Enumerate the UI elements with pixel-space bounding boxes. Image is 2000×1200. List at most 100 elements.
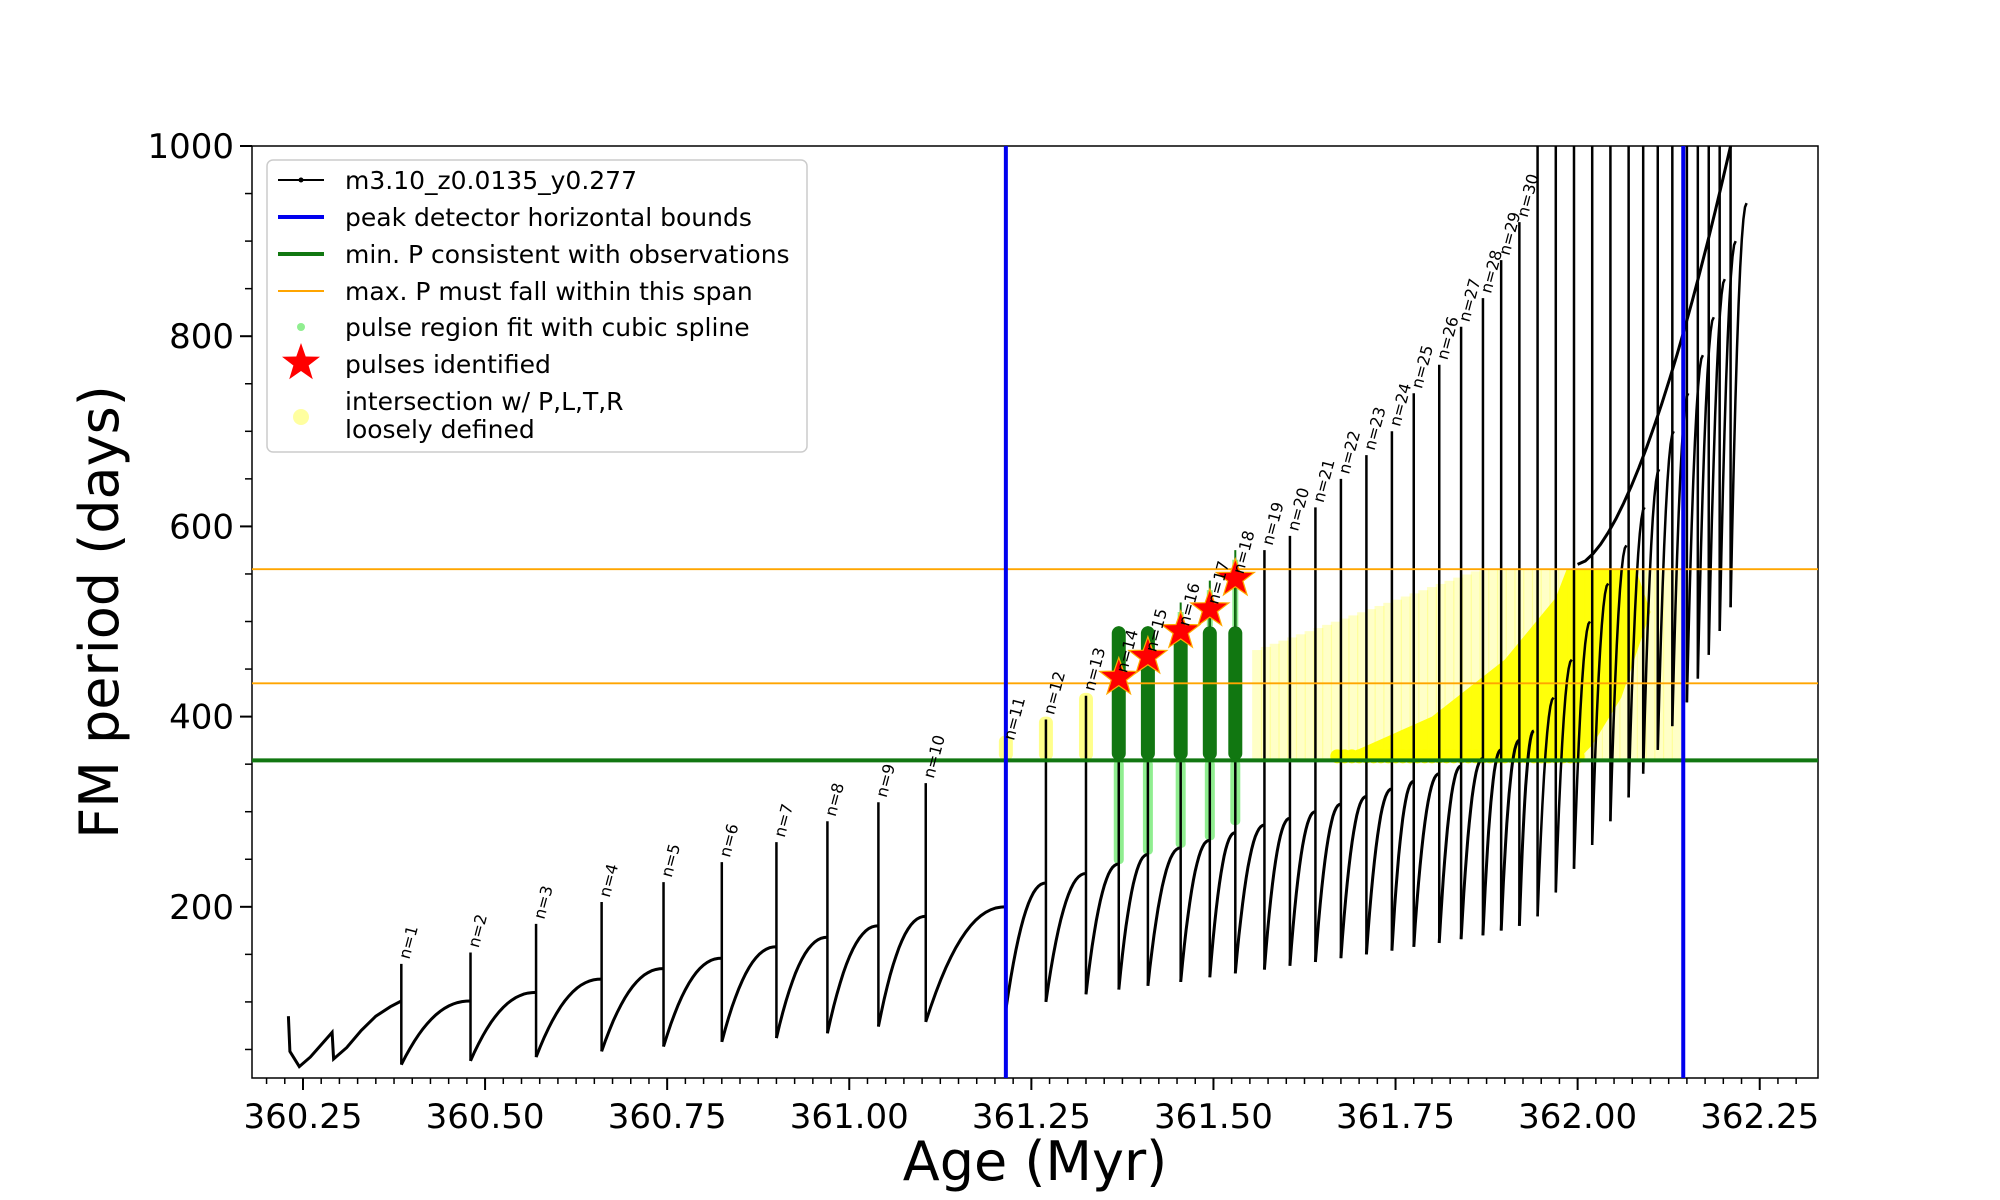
track-initial-curve	[286, 999, 402, 1069]
track-late-curve	[1609, 544, 1628, 822]
legend-track-marker	[298, 177, 304, 183]
track-interpulse-curve	[1412, 772, 1440, 947]
track-interpulse-curve	[1262, 816, 1291, 970]
track-interpulse-curve	[924, 905, 1006, 1023]
track-interpulse-curve	[1517, 729, 1535, 926]
track-interpulse-curve	[1288, 810, 1316, 966]
legend-spline-label: pulse region fit with cubic spline	[345, 313, 750, 342]
x-tick-label: 361.25	[972, 1097, 1091, 1137]
legend-item-stars: pulses identified	[282, 343, 551, 380]
pulse-star	[1189, 587, 1231, 627]
y-tick-label: 200	[169, 888, 234, 928]
intersection-band	[1662, 569, 1673, 761]
legend-item-spline: pulse region fit with cubic spline	[297, 313, 750, 342]
intersection-band	[1645, 569, 1656, 761]
intersection-band	[1453, 577, 1464, 761]
track-interpulse-curve	[720, 945, 777, 1043]
intersection-band	[1330, 621, 1341, 761]
legend-item-min-p: min. P consistent with observations	[278, 240, 790, 269]
intersection-band	[1444, 580, 1455, 761]
intersection-band	[1322, 624, 1333, 761]
intersection-band	[1470, 571, 1481, 761]
track-interpulse-curve	[1437, 764, 1462, 944]
track-interpulse-curve	[399, 999, 471, 1066]
track-interpulse-curve	[876, 914, 926, 1027]
x-tick-label: 360.50	[426, 1097, 545, 1137]
legend-min-p-label: min. P consistent with observations	[345, 240, 790, 269]
intersection-band	[1313, 628, 1324, 761]
track-interpulse-curve	[1084, 862, 1120, 995]
intersection-band	[1269, 643, 1280, 761]
intersection-band	[1479, 569, 1490, 761]
pulse-star	[1127, 634, 1169, 675]
intersection-band	[1636, 569, 1647, 761]
track-final-rise	[1576, 145, 1733, 566]
legend-intersection-label: intersection w/ P,L,T,R	[345, 387, 624, 416]
legend-box	[266, 159, 808, 453]
dark-green-spline-region	[1111, 550, 1243, 761]
pulse-stars	[1097, 556, 1257, 696]
legend-item-max-p-span: max. P must fall within this span	[278, 277, 753, 306]
intersection-band	[1383, 602, 1394, 761]
x-tick-label: 360.25	[244, 1097, 363, 1137]
reference-lines	[252, 146, 1818, 1078]
track-interpulse-curve	[1313, 802, 1342, 963]
legend-item-track: m3.10_z0.0135_y0.277	[278, 166, 637, 195]
track-late-curve	[1590, 582, 1610, 846]
intersection-band	[1435, 583, 1446, 761]
track-interpulse-curve	[1481, 748, 1502, 936]
intersection-band	[1339, 618, 1350, 761]
pulse-star	[1214, 556, 1257, 597]
track-late-curve	[1718, 240, 1737, 632]
intersection-band	[1671, 569, 1682, 761]
track-late-curve	[1554, 658, 1573, 893]
legend-max-p-label: max. P must fall within this span	[345, 277, 753, 306]
track-interpulse-curve	[774, 935, 828, 1039]
x-axis-ticks: 360.25 360.50 360.75 361.00 361.25 361.50 361.…	[244, 1078, 1819, 1137]
x-tick-label: 361.00	[790, 1097, 909, 1137]
track-interpulse-curve	[1233, 823, 1265, 974]
intersection-band	[1260, 646, 1271, 761]
y-tick-label: 1000	[147, 127, 234, 167]
track-interpulse-curve	[1390, 779, 1415, 951]
track-interpulse-curve	[1339, 795, 1367, 959]
pulse-star	[1097, 655, 1140, 696]
pulse-star	[1159, 609, 1202, 649]
legend-track-label: m3.10_z0.0135_y0.277	[345, 166, 637, 195]
track-late-curve	[1627, 506, 1646, 798]
track-late-curve	[1671, 392, 1690, 727]
track-interpulse-curve	[469, 990, 537, 1062]
spline-dark-segment	[1228, 626, 1243, 761]
x-axis-label: Age (Myr)	[903, 1130, 1168, 1193]
track-interpulse-curve	[1004, 881, 1047, 1010]
intersection-band	[1400, 596, 1411, 761]
legend: m3.10_z0.0135_y0.277 peak detector horiz…	[266, 159, 808, 453]
legend-intersection-marker	[293, 409, 309, 425]
legend-stars-label: pulses identified	[345, 350, 551, 379]
intersection-band	[1461, 574, 1472, 761]
track-interpulse-curve	[825, 924, 879, 1034]
track-interpulse-curve	[1117, 853, 1149, 990]
intersection-band	[1348, 615, 1359, 761]
spline-dark-segment	[1173, 626, 1188, 761]
track-interpulse-curve	[600, 967, 664, 1052]
x-tick-label: 361.50	[1154, 1097, 1273, 1137]
y-axis-label: FM period (days)	[68, 385, 131, 839]
intersection-band	[1357, 612, 1368, 761]
track-interpulse-curve	[534, 977, 602, 1058]
intersection-band	[1295, 634, 1306, 761]
track-interpulse-curve	[1044, 872, 1087, 1003]
track-interpulse-curve	[1364, 787, 1393, 955]
intersection-band	[1304, 631, 1315, 761]
legend-item-intersection: intersection w/ P,L,T,R loosely defined	[293, 387, 624, 444]
intersection-dense-region	[1333, 569, 1651, 761]
y-tick-label: 800	[169, 317, 234, 357]
intersection-band	[1488, 569, 1499, 761]
intersection-band	[1287, 637, 1298, 761]
track-interpulse-curve	[1179, 838, 1211, 983]
track-late-curve	[1707, 278, 1726, 655]
x-tick-label: 362.00	[1518, 1097, 1637, 1137]
intersection-band	[1365, 609, 1376, 761]
legend-star-marker	[282, 343, 320, 380]
